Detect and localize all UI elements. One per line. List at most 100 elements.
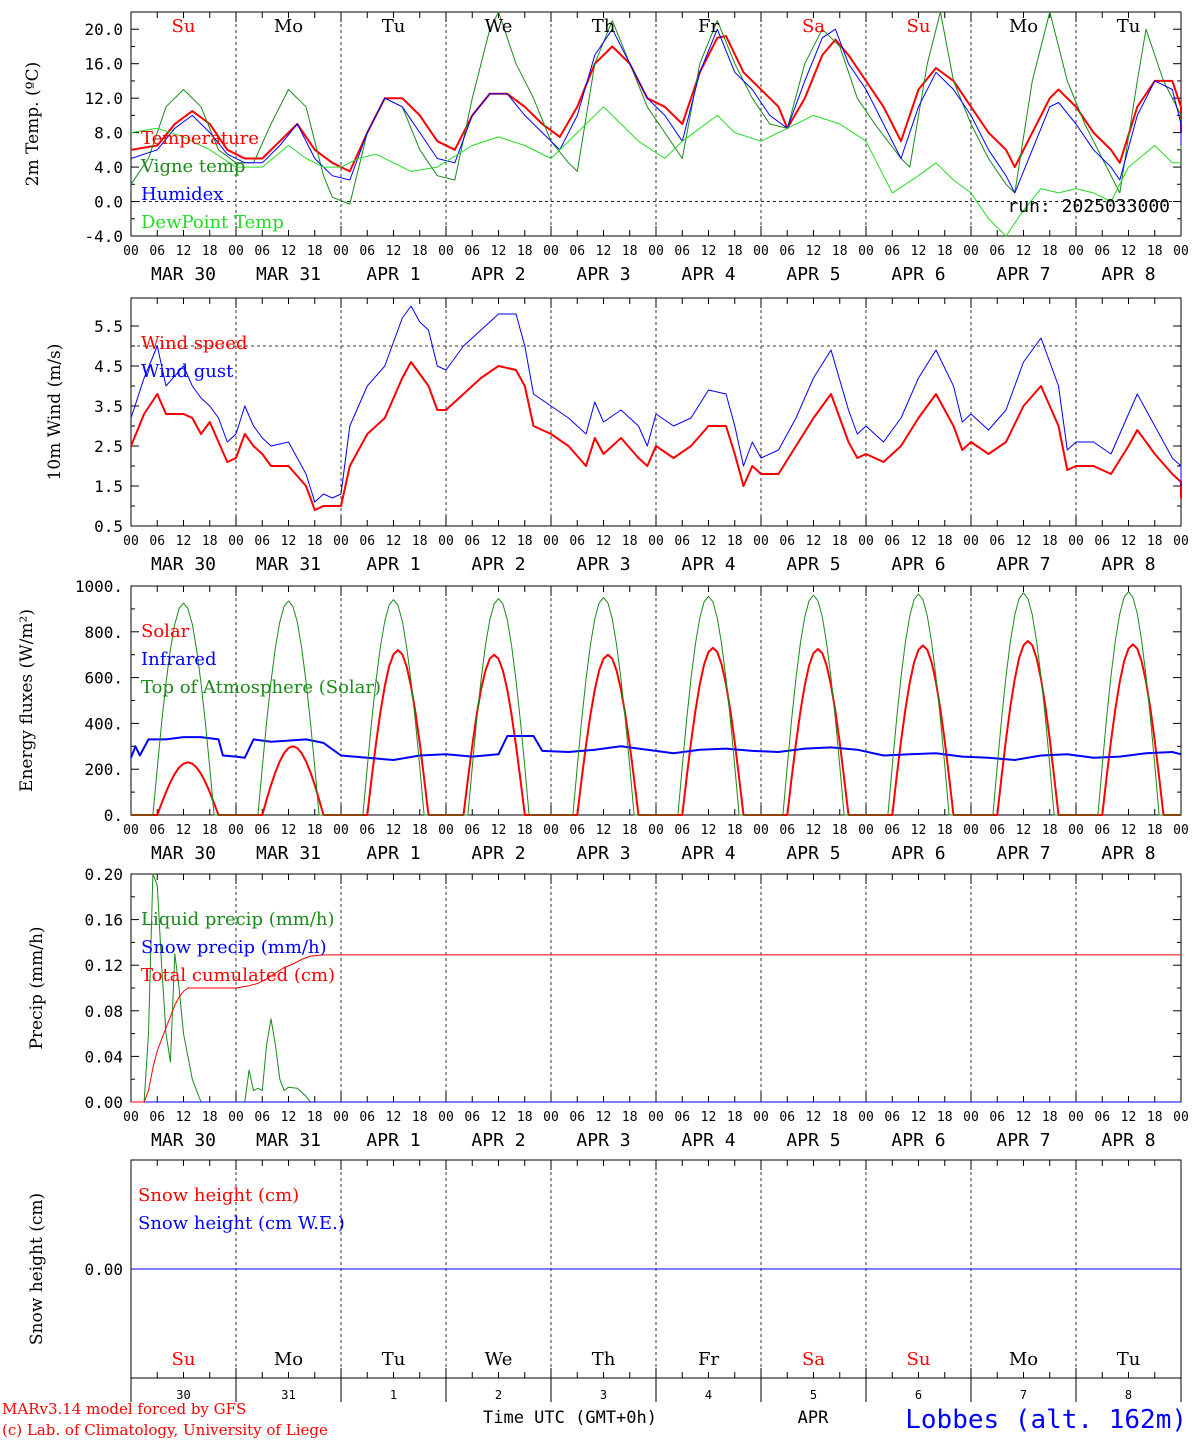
hour-tick-label: 06	[674, 534, 690, 549]
y-tick-label: 16.0	[84, 55, 123, 74]
hour-tick-label: 06	[359, 1110, 375, 1125]
hour-tick-label: 12	[386, 244, 402, 259]
day-number-label: 3	[600, 1388, 607, 1402]
hour-tick-label: 00	[1068, 823, 1084, 838]
hour-tick-label: 00	[858, 1110, 874, 1125]
date-label: APR 7	[996, 1130, 1050, 1151]
y-tick-label: 5.5	[94, 317, 123, 336]
hour-tick-label: 18	[1042, 244, 1058, 259]
run-annotation: run: 2025033000	[1007, 196, 1170, 217]
hour-tick-label: 18	[727, 534, 743, 549]
panel-3: 0. 200. 400. 600. 800. 1000. Energy fluxes (W/…	[17, 577, 1189, 864]
hour-tick-label: 00	[543, 244, 559, 259]
day-of-week-label: Sa	[802, 1349, 825, 1370]
hour-tick-label: 00	[123, 534, 139, 549]
date-label: APR 7	[996, 554, 1050, 575]
day-number-label: 1	[390, 1388, 397, 1402]
hour-tick-label: 12	[596, 534, 612, 549]
hour-tick-label: 18	[937, 1110, 953, 1125]
hour-tick-label: 00	[123, 1110, 139, 1125]
hour-tick-label: 06	[1094, 1110, 1110, 1125]
hour-tick-label: 18	[412, 1110, 428, 1125]
hour-tick-label: 18	[1147, 244, 1163, 259]
date-label: APR 4	[681, 264, 735, 285]
hour-tick-label: 12	[806, 823, 822, 838]
hour-tick-label: 00	[1173, 534, 1189, 549]
y-tick-label: 4.5	[94, 357, 123, 376]
hour-tick-label: 12	[491, 1110, 507, 1125]
legend-entry: Total cumulated (cm)	[141, 965, 335, 986]
date-label: MAR 30	[151, 1130, 216, 1151]
date-label: MAR 30	[151, 843, 216, 864]
day-of-week-label: We	[485, 1349, 513, 1370]
day-number-label: 8	[1125, 1388, 1132, 1402]
date-label: APR 5	[786, 843, 840, 864]
day-of-week-label: Th	[592, 16, 616, 37]
date-label: APR 7	[996, 843, 1050, 864]
y-tick-label: 1.5	[94, 477, 123, 496]
hour-tick-label: 00	[438, 534, 454, 549]
date-label: APR 6	[891, 1130, 945, 1151]
hour-tick-label: 06	[989, 1110, 1005, 1125]
hour-tick-label: 06	[1094, 244, 1110, 259]
date-label: MAR 31	[256, 554, 321, 575]
day-of-week-label: We	[485, 16, 513, 37]
hour-tick-label: 12	[1121, 1110, 1137, 1125]
hour-tick-label: 00	[438, 823, 454, 838]
hour-tick-label: 00	[753, 1110, 769, 1125]
y-tick-label: 0.5	[94, 517, 123, 536]
hour-tick-label: 12	[701, 1110, 717, 1125]
day-number-label: 30	[176, 1388, 190, 1402]
date-label: APR 1	[366, 264, 420, 285]
hour-tick-label: 06	[779, 823, 795, 838]
hour-tick-label: 18	[832, 823, 848, 838]
day-of-week-label: Su	[172, 1349, 196, 1370]
figure-footer: MARv3.14 model forced by GFS (c) Lab. of…	[2, 1400, 1187, 1439]
hour-tick-label: 00	[963, 244, 979, 259]
day-of-week-label: Fr	[698, 1349, 719, 1370]
y-tick-label: 12.0	[84, 89, 123, 108]
hour-tick-label: 00	[753, 244, 769, 259]
day-number-label: 4	[705, 1388, 712, 1402]
day-of-week-label: Tu	[1117, 16, 1141, 37]
legend-entry: Wind gust	[141, 361, 234, 382]
hour-tick-label: 00	[648, 534, 664, 549]
hour-tick-label: 12	[176, 823, 192, 838]
date-label: MAR 31	[256, 843, 321, 864]
hour-tick-label: 18	[307, 244, 323, 259]
station-label: Lobbes (alt. 162m)	[905, 1405, 1187, 1435]
date-label: APR 8	[1101, 1130, 1155, 1151]
x-axis-label: Time UTC (GMT+0h)	[483, 1408, 657, 1428]
day-of-week-label: Sa	[802, 16, 825, 37]
hour-tick-label: 18	[202, 534, 218, 549]
hour-tick-label: 06	[464, 823, 480, 838]
hour-tick-label: 00	[228, 534, 244, 549]
y-axis-title: 10m Wind (m/s)	[45, 344, 65, 481]
date-label: MAR 30	[151, 264, 216, 285]
hour-tick-label: 06	[149, 823, 165, 838]
hour-tick-label: 12	[911, 534, 927, 549]
hour-tick-label: 06	[569, 244, 585, 259]
hour-tick-label: 18	[517, 534, 533, 549]
hour-tick-label: 12	[911, 823, 927, 838]
hour-tick-label: 12	[176, 534, 192, 549]
hour-tick-label: 06	[884, 823, 900, 838]
hour-tick-label: 00	[858, 244, 874, 259]
hour-tick-label: 06	[1094, 823, 1110, 838]
day-of-week-label: Tu	[1117, 1349, 1141, 1370]
hour-tick-label: 18	[202, 1110, 218, 1125]
hour-tick-label: 00	[333, 534, 349, 549]
hour-tick-label: 12	[386, 823, 402, 838]
hour-tick-label: 06	[779, 244, 795, 259]
hour-tick-label: 12	[176, 1110, 192, 1125]
hour-tick-label: 06	[149, 1110, 165, 1125]
hour-tick-label: 18	[517, 244, 533, 259]
date-label: APR 3	[576, 554, 630, 575]
hour-tick-label: 18	[622, 823, 638, 838]
hour-tick-label: 00	[963, 1110, 979, 1125]
hour-tick-label: 00	[1173, 823, 1189, 838]
hour-tick-label: 12	[281, 823, 297, 838]
y-tick-label: 20.0	[84, 20, 123, 39]
hour-tick-label: 18	[307, 823, 323, 838]
hour-tick-label: 18	[412, 823, 428, 838]
